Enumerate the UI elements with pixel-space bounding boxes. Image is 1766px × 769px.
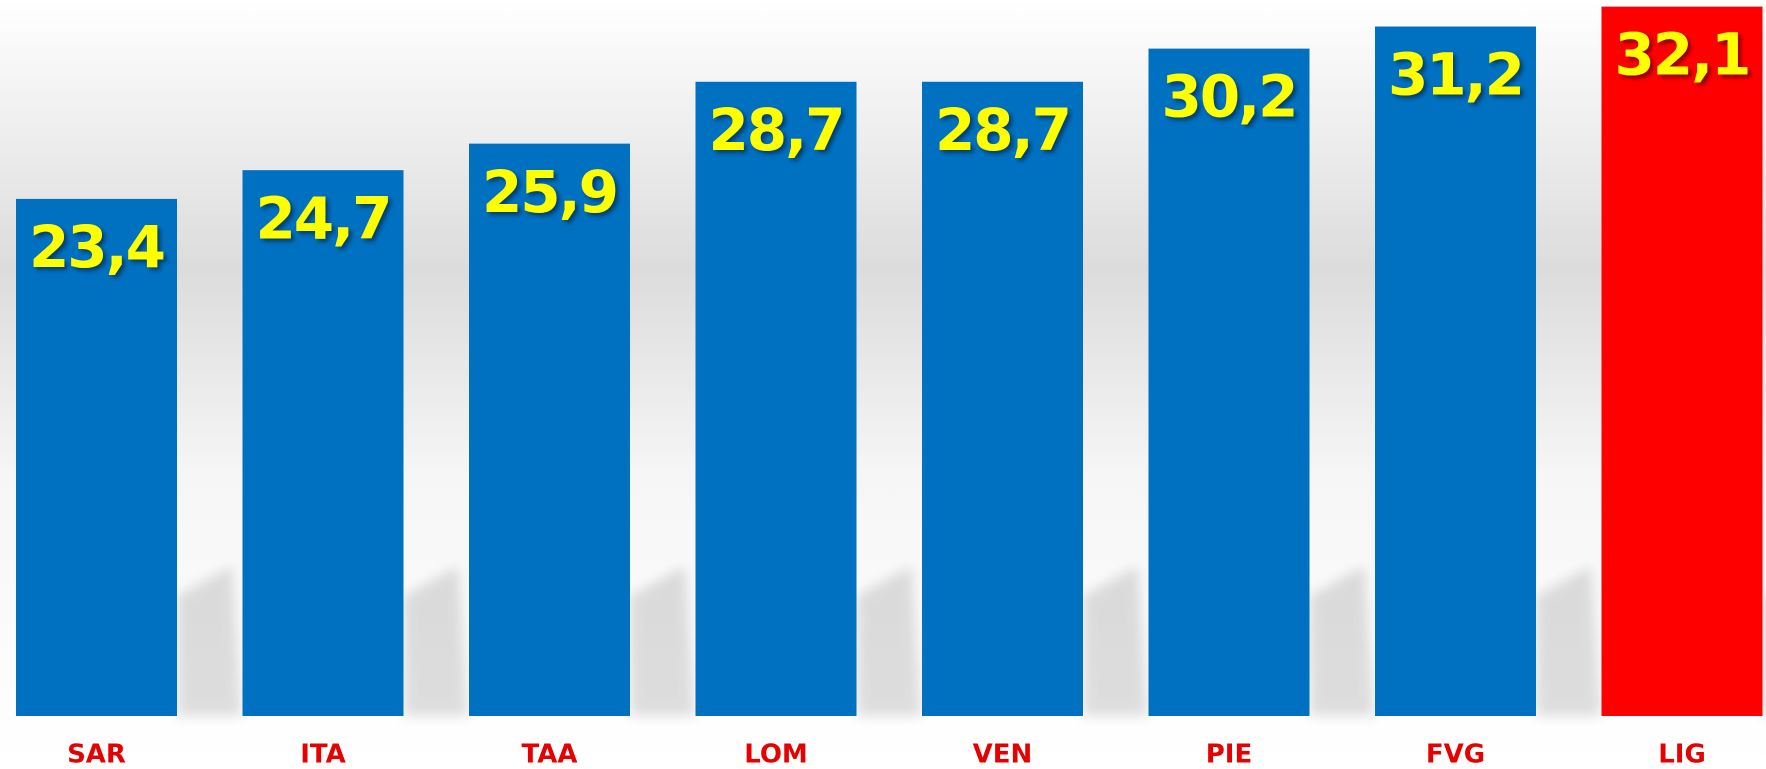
value-label: 28,7 [935, 96, 1070, 164]
value-label: 23,4 [29, 213, 164, 281]
bar-shadow [1536, 566, 1601, 716]
bar [1148, 48, 1310, 716]
bar [242, 170, 404, 716]
value-label: 31,2 [1388, 41, 1523, 109]
bar [922, 81, 1083, 716]
x-tick-label: LOM [744, 740, 808, 769]
x-tick-label: SAR [67, 740, 126, 769]
value-label: 25,9 [482, 158, 617, 226]
bar [1601, 6, 1763, 716]
x-tick-label: VEN [973, 740, 1033, 769]
value-label: 28,7 [708, 96, 843, 164]
x-tick-label: FVG [1426, 740, 1485, 769]
bar-shadow [1309, 566, 1375, 716]
value-label: 30,2 [1161, 63, 1296, 131]
x-tick-label: LIG [1658, 740, 1706, 769]
bar-shadow [177, 566, 242, 716]
bar [469, 143, 630, 716]
bar [1375, 26, 1536, 717]
bar [16, 198, 177, 716]
value-label: 32,1 [1614, 21, 1749, 89]
bar-shadow [1762, 594, 1766, 716]
bar-shadow [1083, 566, 1148, 716]
x-tick-label: PIE [1206, 740, 1253, 769]
x-tick-label: ITA [300, 740, 346, 769]
bar-shadow [403, 566, 469, 716]
bar-shadow [630, 566, 695, 716]
bar-shadow [856, 566, 922, 716]
value-label: 24,7 [255, 184, 390, 252]
bar [695, 81, 857, 716]
x-tick-label: TAA [522, 740, 578, 769]
